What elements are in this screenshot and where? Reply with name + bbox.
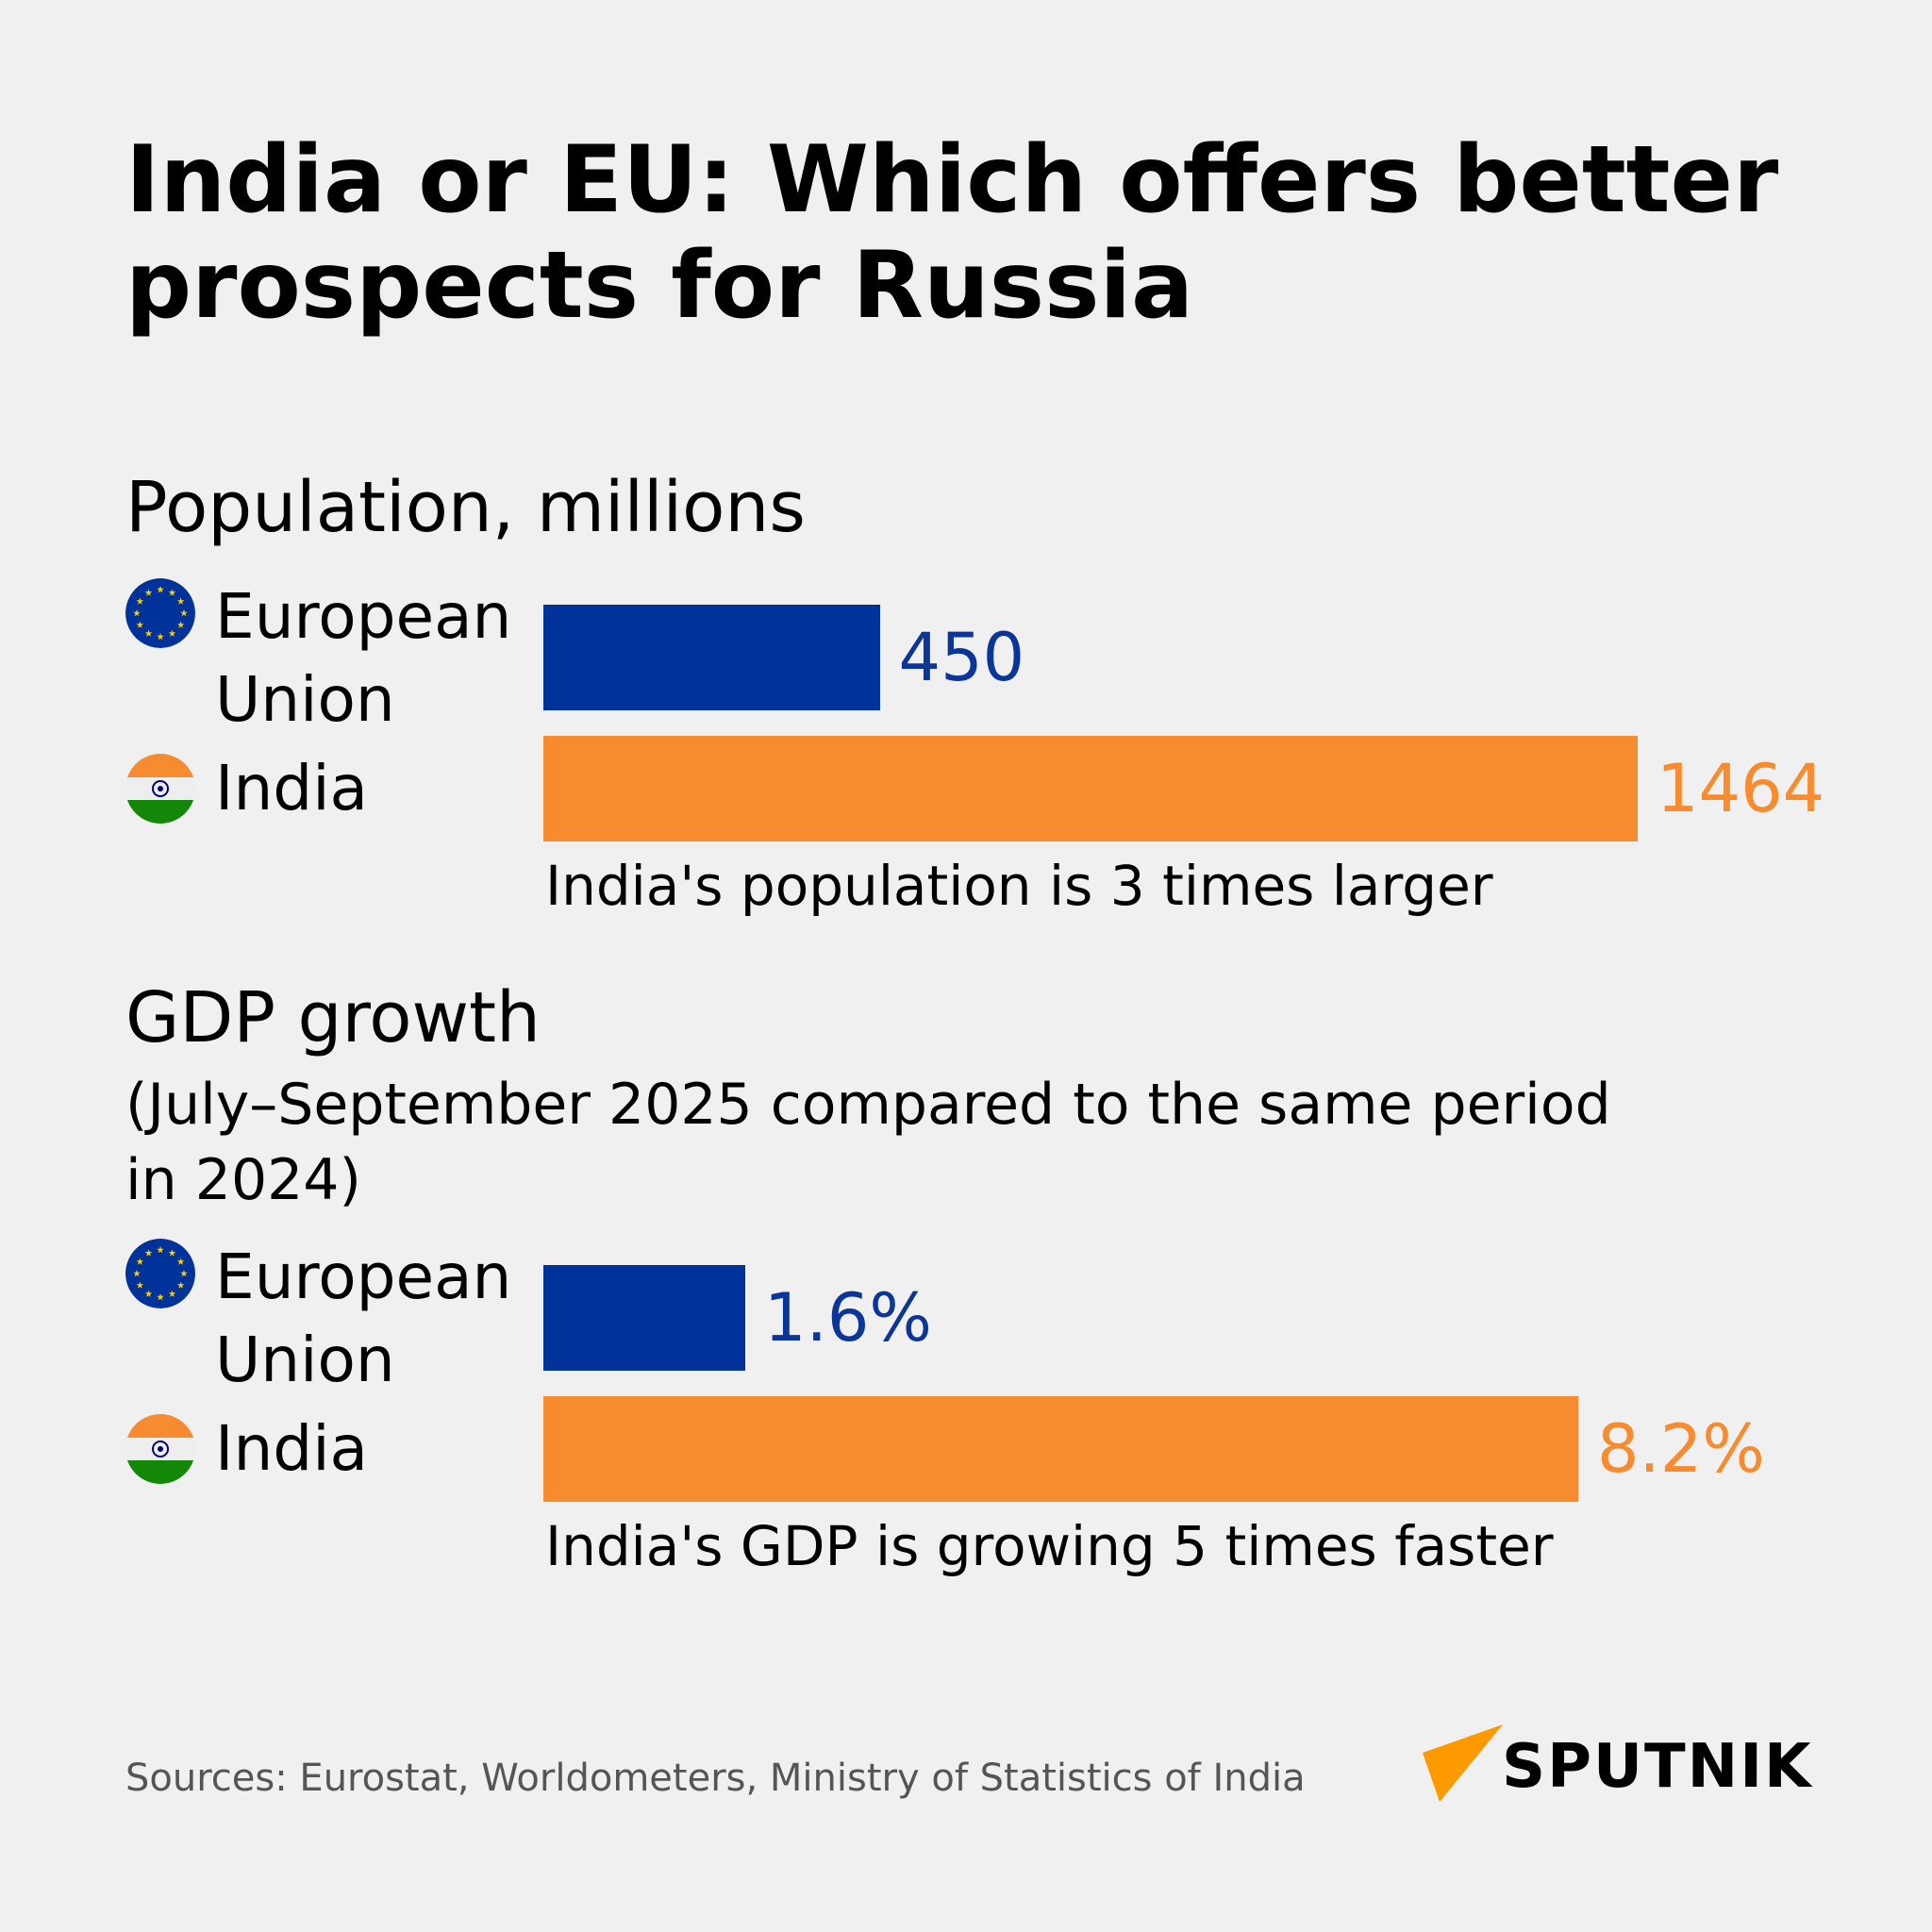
star-icon	[144, 1249, 153, 1257]
logo-text: SPUTNIK	[1502, 1732, 1813, 1802]
star-icon	[157, 586, 164, 593]
star-icon	[157, 633, 164, 641]
star-icon	[144, 1290, 153, 1297]
value-gdp-eu: 1.6%	[764, 1279, 932, 1357]
population-caption: India's population is 3 times larger	[545, 854, 1493, 918]
star-icon	[144, 589, 153, 596]
eu-flag-icon	[125, 1239, 195, 1308]
eu-label: European Union	[215, 1236, 511, 1402]
star-icon	[168, 629, 176, 637]
eu-flag-icon	[125, 578, 195, 648]
star-icon	[168, 589, 176, 596]
star-icon	[157, 1246, 164, 1254]
gdp-chart-subtitle: (July–September 2025 compared to the sam…	[125, 1072, 1611, 1213]
bar-population-india	[543, 736, 1638, 841]
star-icon	[136, 1281, 144, 1289]
value-population-india: 1464	[1657, 750, 1825, 827]
star-icon	[176, 597, 185, 605]
value-population-eu: 450	[898, 619, 1025, 696]
star-icon	[176, 1281, 185, 1289]
value-gdp-india: 8.2%	[1597, 1410, 1765, 1488]
star-icon	[168, 1290, 176, 1297]
bar-population-eu	[543, 605, 880, 710]
star-icon	[136, 621, 144, 628]
eu-label-line2: Union	[215, 1324, 395, 1396]
eu-label-line1: European	[215, 580, 512, 653]
star-icon	[133, 609, 141, 617]
star-icon	[176, 1257, 185, 1265]
star-icon	[144, 629, 153, 637]
bar-gdp-india	[543, 1396, 1578, 1502]
star-icon	[157, 1293, 164, 1301]
eu-label: European Union	[215, 575, 511, 741]
india-label: India	[215, 752, 368, 824]
eu-label-line2: Union	[215, 663, 395, 736]
sputnik-logo: SPUTNIK	[1423, 1724, 1819, 1813]
star-icon	[136, 597, 144, 605]
india-flag-icon	[125, 1414, 195, 1484]
population-chart-title: Population, millions	[125, 467, 806, 548]
sources-note: Sources: Eurostat, Worldometers, Ministr…	[125, 1757, 1306, 1800]
eu-label-line1: European	[215, 1241, 512, 1313]
india-flag-icon	[125, 754, 195, 824]
page-title: India or EU: Which offers better prospec…	[125, 126, 1779, 340]
india-label: India	[215, 1412, 368, 1485]
bar-gdp-eu	[543, 1265, 746, 1371]
star-icon	[136, 1257, 144, 1265]
star-icon	[133, 1270, 141, 1277]
star-icon	[176, 621, 185, 628]
star-icon	[168, 1249, 176, 1257]
star-icon	[180, 609, 188, 617]
star-icon	[180, 1270, 188, 1277]
gdp-caption: India's GDP is growing 5 times faster	[545, 1514, 1554, 1578]
gdp-chart-title: GDP growth	[125, 977, 541, 1058]
